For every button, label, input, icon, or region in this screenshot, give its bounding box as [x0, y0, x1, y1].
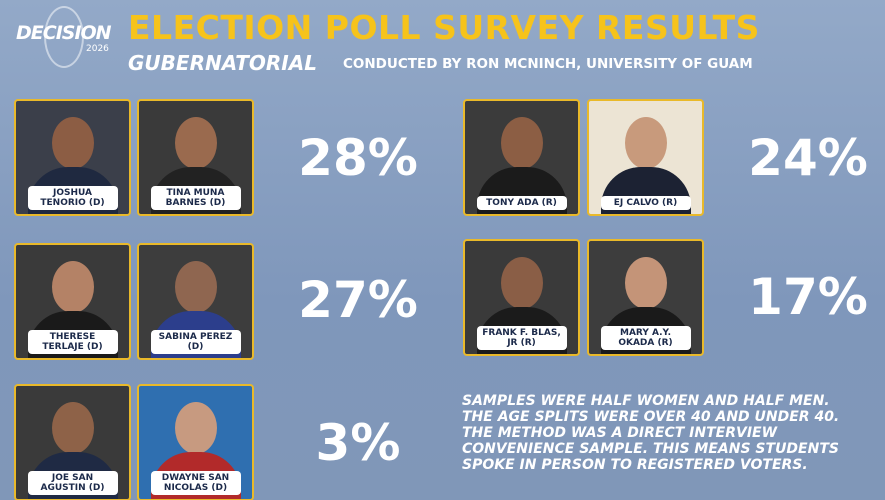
- logo: DECISION: [16, 22, 112, 44]
- candidate-name: JOSHUA TENORIO (D): [27, 186, 118, 210]
- candidate-photo: JOE SAN AGUSTIN (D): [14, 384, 131, 500]
- candidate-photo: TINA MUNA BARNES (D): [137, 99, 254, 216]
- note-line: THE METHOD WAS A DIRECT INTERVIEW: [462, 425, 778, 441]
- candidate-photo: MARY A.Y. OKADA (R): [587, 239, 704, 356]
- candidate-photo: EJ CALVO (R): [587, 99, 704, 216]
- head: [175, 261, 217, 313]
- head: [52, 117, 94, 169]
- note-line: SPOKE IN PERSON TO REGISTERED VOTERS.: [462, 457, 808, 473]
- candidate-name: THERESE TERLAJE (D): [27, 330, 118, 354]
- head: [625, 117, 667, 169]
- candidate-photo: SABINA PEREZ (D): [137, 243, 254, 360]
- head: [175, 117, 217, 169]
- head: [175, 402, 217, 454]
- note-line: CONVENIENCE SAMPLE. THIS MEANS STUDENTS: [462, 441, 839, 457]
- note-line: SAMPLES WERE HALF WOMEN AND HALF MEN.: [462, 393, 830, 409]
- note-line: THE AGE SPLITS WERE OVER 40 AND UNDER 40…: [462, 409, 840, 425]
- percent: 17%: [748, 268, 868, 326]
- methodology-note: SAMPLES WERE HALF WOMEN AND HALF MEN. TH…: [462, 393, 839, 473]
- subtitle: GUBERNATORIAL: [128, 51, 317, 75]
- credit: CONDUCTED BY RON MCNINCH, UNIVERSITY OF …: [343, 56, 753, 72]
- head: [52, 261, 94, 313]
- candidate-name: MARY A.Y. OKADA (R): [600, 326, 691, 350]
- head: [501, 117, 543, 169]
- candidate-name: TONY ADA (R): [476, 196, 567, 210]
- percent: 24%: [748, 129, 868, 187]
- head: [501, 257, 543, 309]
- candidate-photo: TONY ADA (R): [463, 99, 580, 216]
- candidate-photo: DWAYNE SAN NICOLAS (D): [137, 384, 254, 500]
- candidate-name: SABINA PEREZ (D): [150, 330, 241, 354]
- candidate-photo: JOSHUA TENORIO (D): [14, 99, 131, 216]
- head: [52, 402, 94, 454]
- title: ELECTION POLL SURVEY RESULTS: [128, 8, 760, 47]
- percent: 28%: [298, 129, 418, 187]
- candidate-photo: FRANK F. BLAS, JR (R): [463, 239, 580, 356]
- logo-year: 2026: [86, 44, 109, 54]
- candidate-name: EJ CALVO (R): [600, 196, 691, 210]
- candidate-photo: THERESE TERLAJE (D): [14, 243, 131, 360]
- percent: 27%: [298, 271, 418, 329]
- percent: 3%: [315, 414, 401, 472]
- candidate-name: JOE SAN AGUSTIN (D): [27, 471, 118, 495]
- candidate-name: FRANK F. BLAS, JR (R): [476, 326, 567, 350]
- candidate-name: DWAYNE SAN NICOLAS (D): [150, 471, 241, 495]
- head: [625, 257, 667, 309]
- candidate-name: TINA MUNA BARNES (D): [150, 186, 241, 210]
- logo-emblem: [44, 6, 84, 68]
